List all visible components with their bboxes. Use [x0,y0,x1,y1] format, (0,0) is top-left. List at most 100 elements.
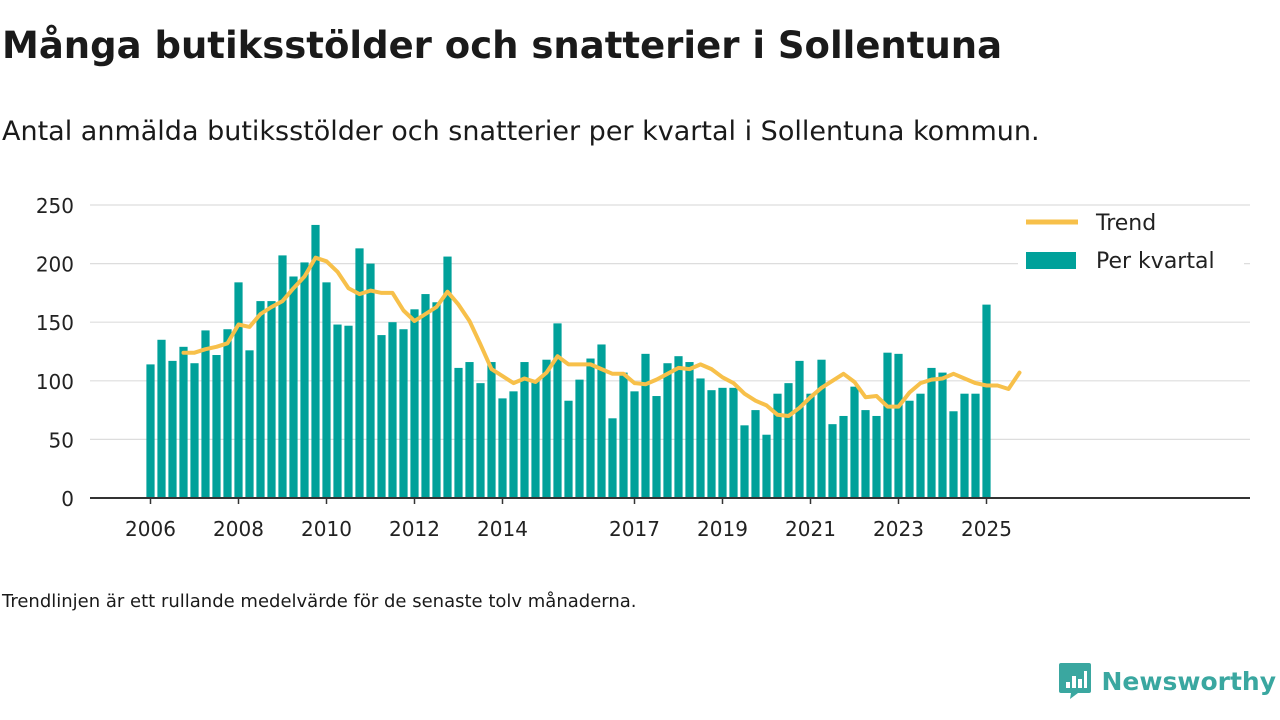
bar [399,329,408,498]
bar [410,309,419,498]
bar [333,324,342,498]
trend-line [181,255,1022,418]
bar [652,396,661,498]
bar [542,359,551,498]
bar [861,410,870,498]
bar [905,400,914,498]
x-tick-label: 2006 [125,517,176,541]
bar [432,302,441,498]
bar [267,301,276,498]
bar [564,400,573,498]
bar [245,350,254,498]
bar [289,276,298,498]
bar [157,339,166,498]
brand: Newsworthy [1058,662,1277,700]
y-tick-label: 250 [36,194,74,218]
bar [498,398,507,498]
bar [729,387,738,498]
bar [421,294,430,498]
bar-series-per-kvartal [146,224,991,498]
x-tick-label: 2014 [477,517,528,541]
chart-title: Många butiksstölder och snatterier i Sol… [2,24,1003,67]
bar [641,353,650,498]
bar [465,362,474,498]
footnote: Trendlinjen är ett rullande medelvärde f… [2,591,637,612]
bar [663,363,672,498]
bar [520,362,529,498]
y-tick-label: 200 [36,253,74,277]
bar [839,415,848,498]
newsworthy-logo-icon [1058,663,1091,699]
y-tick-label: 50 [49,428,74,452]
bar [872,415,881,498]
bar [223,329,232,498]
bar [575,379,584,498]
bar [916,393,925,498]
legend-label-trend: Trend [1095,211,1156,236]
bar [696,378,705,498]
y-tick-label: 150 [36,311,74,335]
x-tick-label: 2012 [389,517,440,541]
bar [509,391,518,498]
bar [982,304,991,498]
bar [817,359,826,498]
bar [762,434,771,498]
x-tick-label: 2025 [961,517,1012,541]
bar [586,358,595,498]
bar [927,367,936,498]
bar [608,418,617,498]
bar [597,344,606,498]
bar [201,330,210,498]
x-tick-label: 2017 [609,517,660,541]
bar [443,256,452,498]
bar [190,363,199,498]
bar [377,335,386,498]
bar [278,255,287,498]
bar [146,364,155,498]
bar [388,322,397,498]
bar [355,248,364,498]
brand-name: Newsworthy [1101,666,1277,696]
bar [619,372,628,498]
bar [487,362,496,498]
chart-subtitle: Antal anmälda butiksstölder och snatteri… [2,116,1040,147]
bar [344,325,353,498]
bar [707,390,716,498]
x-tick-label: 2019 [697,517,748,541]
bar [850,386,859,498]
bar [300,262,309,498]
x-tick-label: 2008 [213,517,264,541]
bar [212,355,221,498]
bar [179,346,188,498]
bar [553,323,562,498]
trend-line-series [181,255,1022,418]
bar [454,367,463,498]
legend-label-per-kvartal: Per kvartal [1096,249,1215,274]
bar [773,393,782,498]
legend-background [1018,206,1244,282]
bar [894,353,903,498]
bar [256,301,265,498]
bar [366,263,375,498]
bar [740,425,749,498]
bar [718,387,727,498]
legend: Trend Per kvartal [1018,206,1244,282]
legend-swatch-per-kvartal [1026,252,1076,269]
bar [751,410,760,498]
bar [971,393,980,498]
bar [168,360,177,498]
bar [531,380,540,498]
bar [806,393,815,498]
bar [674,356,683,498]
bar [828,424,837,498]
bar [784,383,793,498]
bar [685,362,694,498]
y-tick-label: 0 [61,487,74,511]
bar [476,383,485,498]
bar [630,391,639,498]
bar [960,393,969,498]
bar [883,352,892,498]
bar [322,282,331,498]
bar [938,372,947,498]
bar [234,282,243,498]
